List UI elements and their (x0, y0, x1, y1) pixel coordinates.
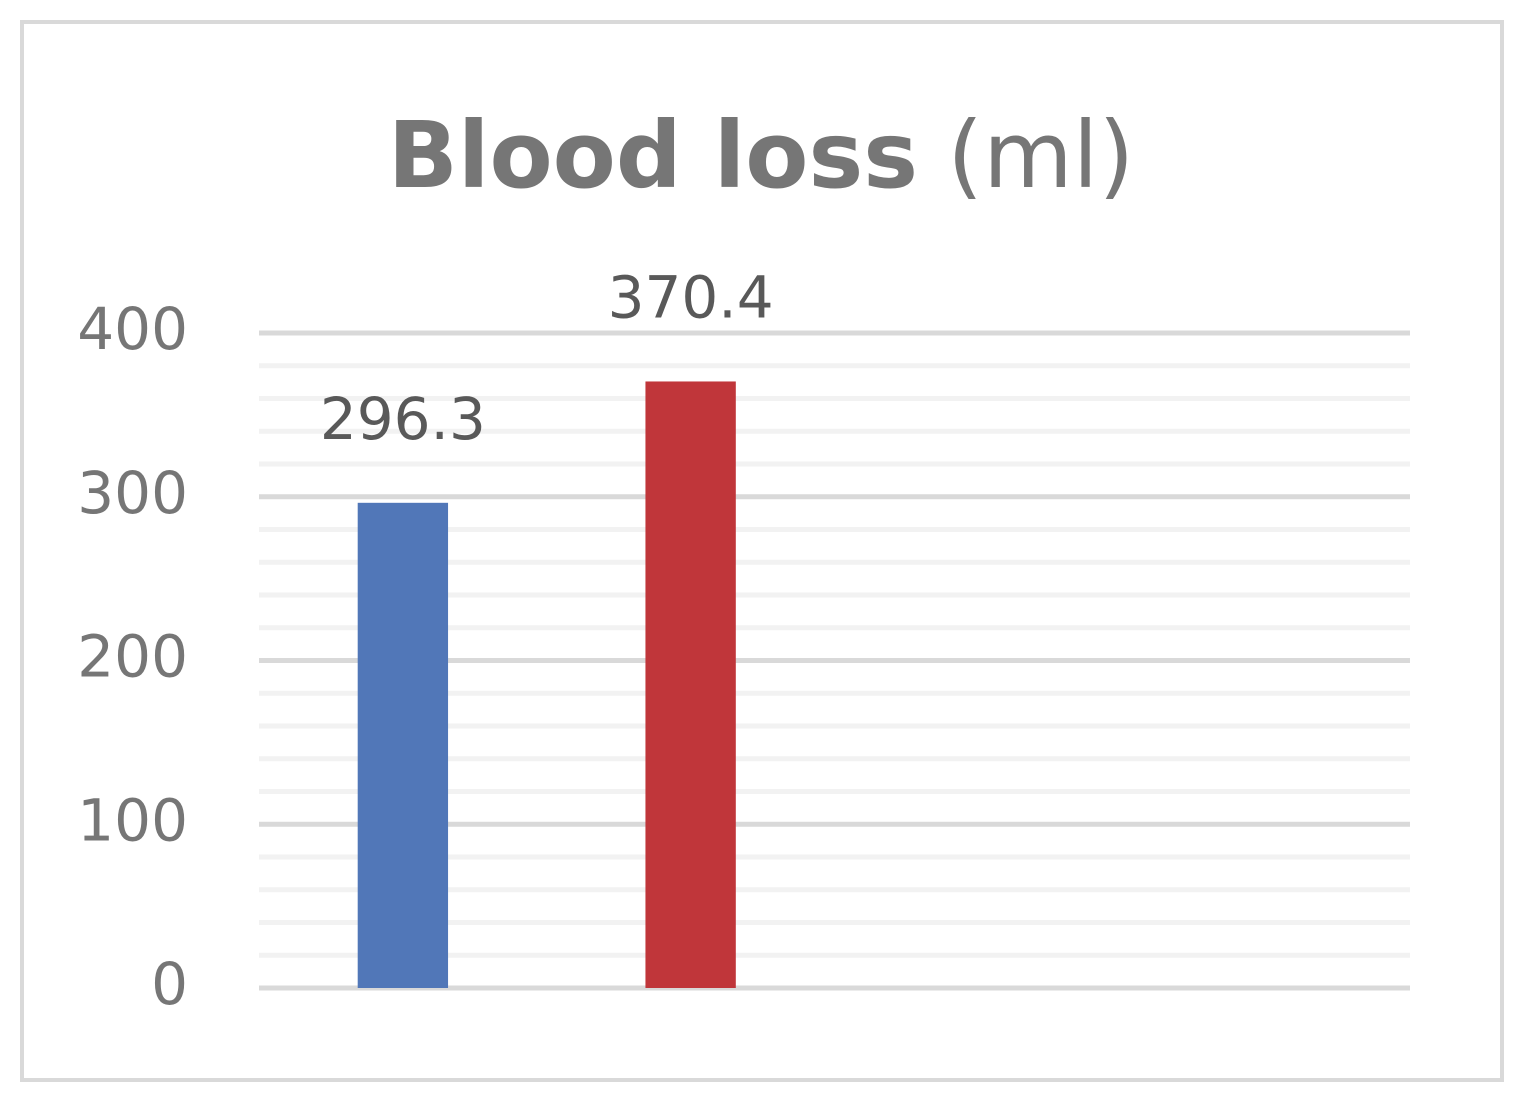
y-tick-label: 200 (77, 623, 188, 691)
chart-title-unit: (ml) (947, 102, 1134, 209)
data-label: 296.3 (320, 385, 486, 453)
bar (357, 502, 449, 988)
y-tick-label: 300 (77, 459, 188, 527)
chart-title: Blood loss (388, 102, 918, 209)
y-tick-label: 100 (77, 786, 188, 854)
bar (645, 381, 736, 989)
chart-title-group: Blood loss (ml) (388, 102, 1134, 209)
y-tick-label: 0 (151, 950, 188, 1018)
y-tick-label: 400 (77, 295, 188, 363)
chart-border (20, 20, 1504, 1082)
data-label: 370.4 (608, 264, 774, 332)
